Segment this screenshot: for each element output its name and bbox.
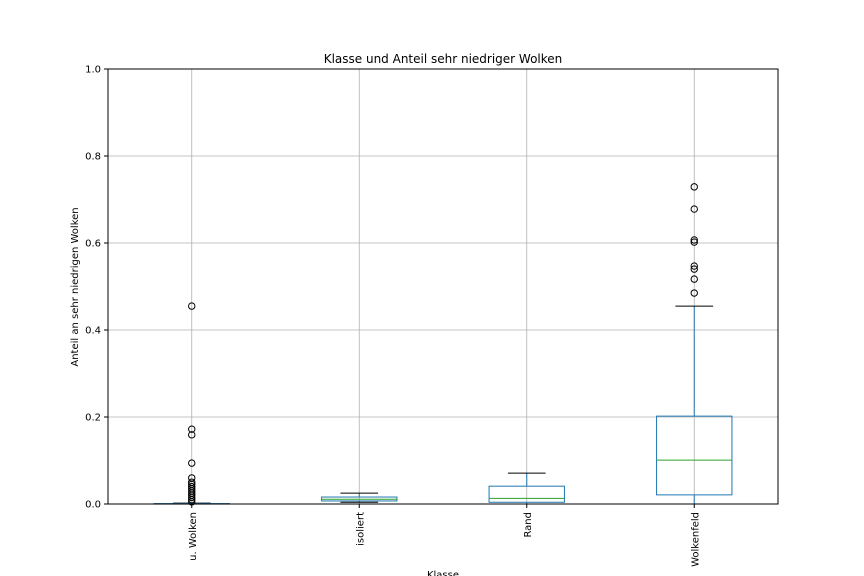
y-tick-label: 0.6 bbox=[85, 239, 101, 250]
flier bbox=[188, 459, 196, 467]
plot-frame bbox=[107, 68, 779, 505]
flier bbox=[690, 275, 698, 283]
y-tick-label: 1.0 bbox=[85, 65, 101, 76]
flier bbox=[690, 262, 698, 270]
x-axis-label: Klasse bbox=[427, 570, 459, 576]
y-axis-label: Anteil an sehr niedrigen Wolken bbox=[70, 207, 81, 366]
flier bbox=[188, 493, 196, 502]
x-tick-label: Rand bbox=[523, 512, 534, 538]
x-tick-label: Wolkenfeld bbox=[690, 512, 701, 567]
y-tick-label: 0.2 bbox=[85, 413, 101, 424]
flier bbox=[690, 265, 698, 273]
flier bbox=[690, 183, 698, 191]
flier bbox=[690, 238, 698, 246]
box bbox=[488, 485, 565, 503]
y-tick-label: 0.0 bbox=[85, 500, 101, 511]
flier bbox=[690, 289, 698, 297]
box bbox=[656, 415, 733, 496]
flier bbox=[188, 431, 196, 439]
flier bbox=[188, 495, 196, 504]
y-tick-label: 0.4 bbox=[85, 326, 101, 337]
y-tick-label: 0.8 bbox=[85, 152, 101, 163]
x-tick-label: isoliert bbox=[355, 512, 366, 546]
x-tick-label: u. Wolken bbox=[188, 512, 199, 561]
flier bbox=[690, 236, 698, 244]
flier bbox=[188, 302, 196, 310]
flier bbox=[188, 425, 196, 433]
flier bbox=[690, 205, 698, 213]
flier bbox=[188, 498, 196, 506]
chart-title: Klasse und Anteil sehr niedriger Wolken bbox=[324, 52, 563, 66]
